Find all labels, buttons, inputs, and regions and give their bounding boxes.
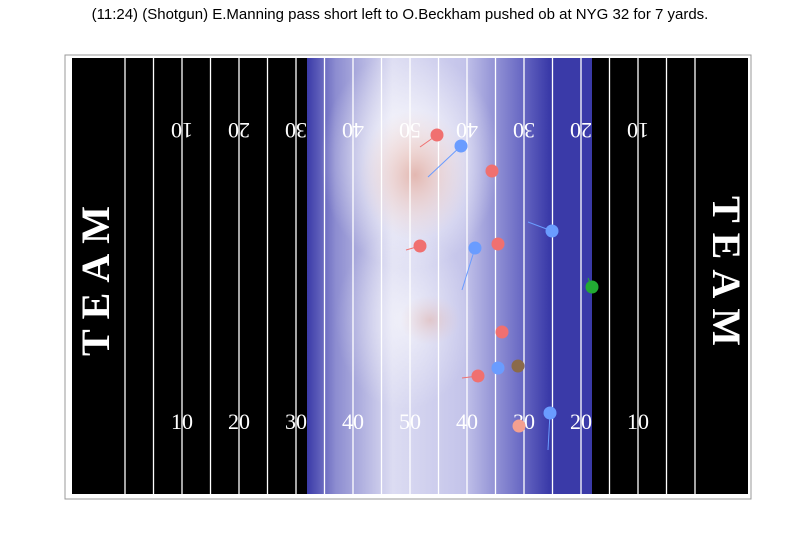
play-description: (11:24) (Shotgun) E.Manning pass short l… bbox=[91, 6, 709, 23]
player bbox=[485, 164, 499, 178]
player bbox=[471, 369, 485, 383]
player bbox=[413, 239, 427, 253]
player bbox=[512, 419, 526, 433]
player bbox=[468, 241, 482, 255]
movement-arrow bbox=[427, 145, 462, 178]
movement-arrow bbox=[461, 247, 476, 291]
player bbox=[545, 224, 559, 238]
player bbox=[511, 359, 525, 373]
player bbox=[491, 361, 505, 375]
yard-number: 20 bbox=[570, 409, 592, 434]
player bbox=[495, 325, 509, 339]
player bbox=[543, 406, 557, 420]
yard-number: 20 bbox=[228, 118, 250, 143]
yard-number: 40 bbox=[342, 118, 364, 143]
yard-number: 10 bbox=[171, 118, 193, 143]
yard-number: 20 bbox=[228, 409, 250, 434]
heat-blob bbox=[360, 110, 470, 240]
player bbox=[585, 280, 599, 294]
player bbox=[430, 128, 444, 142]
yard-number: 40 bbox=[342, 409, 364, 434]
player bbox=[454, 139, 468, 153]
yard-number: 10 bbox=[627, 409, 649, 434]
yard-number: 30 bbox=[285, 118, 307, 143]
yard-number: 30 bbox=[285, 409, 307, 434]
end-zone-label: TEAM bbox=[73, 196, 118, 356]
end-zone-label: TEAM bbox=[704, 196, 749, 356]
yard-number: 10 bbox=[627, 118, 649, 143]
yard-number: 40 bbox=[456, 118, 478, 143]
yard-number: 50 bbox=[399, 118, 421, 143]
player bbox=[491, 237, 505, 251]
yard-number: 50 bbox=[399, 409, 421, 434]
heat-blob bbox=[400, 295, 460, 345]
yard-number: 40 bbox=[456, 409, 478, 434]
yard-number: 20 bbox=[570, 118, 592, 143]
yard-number: 30 bbox=[513, 118, 535, 143]
yard-number: 10 bbox=[171, 409, 193, 434]
